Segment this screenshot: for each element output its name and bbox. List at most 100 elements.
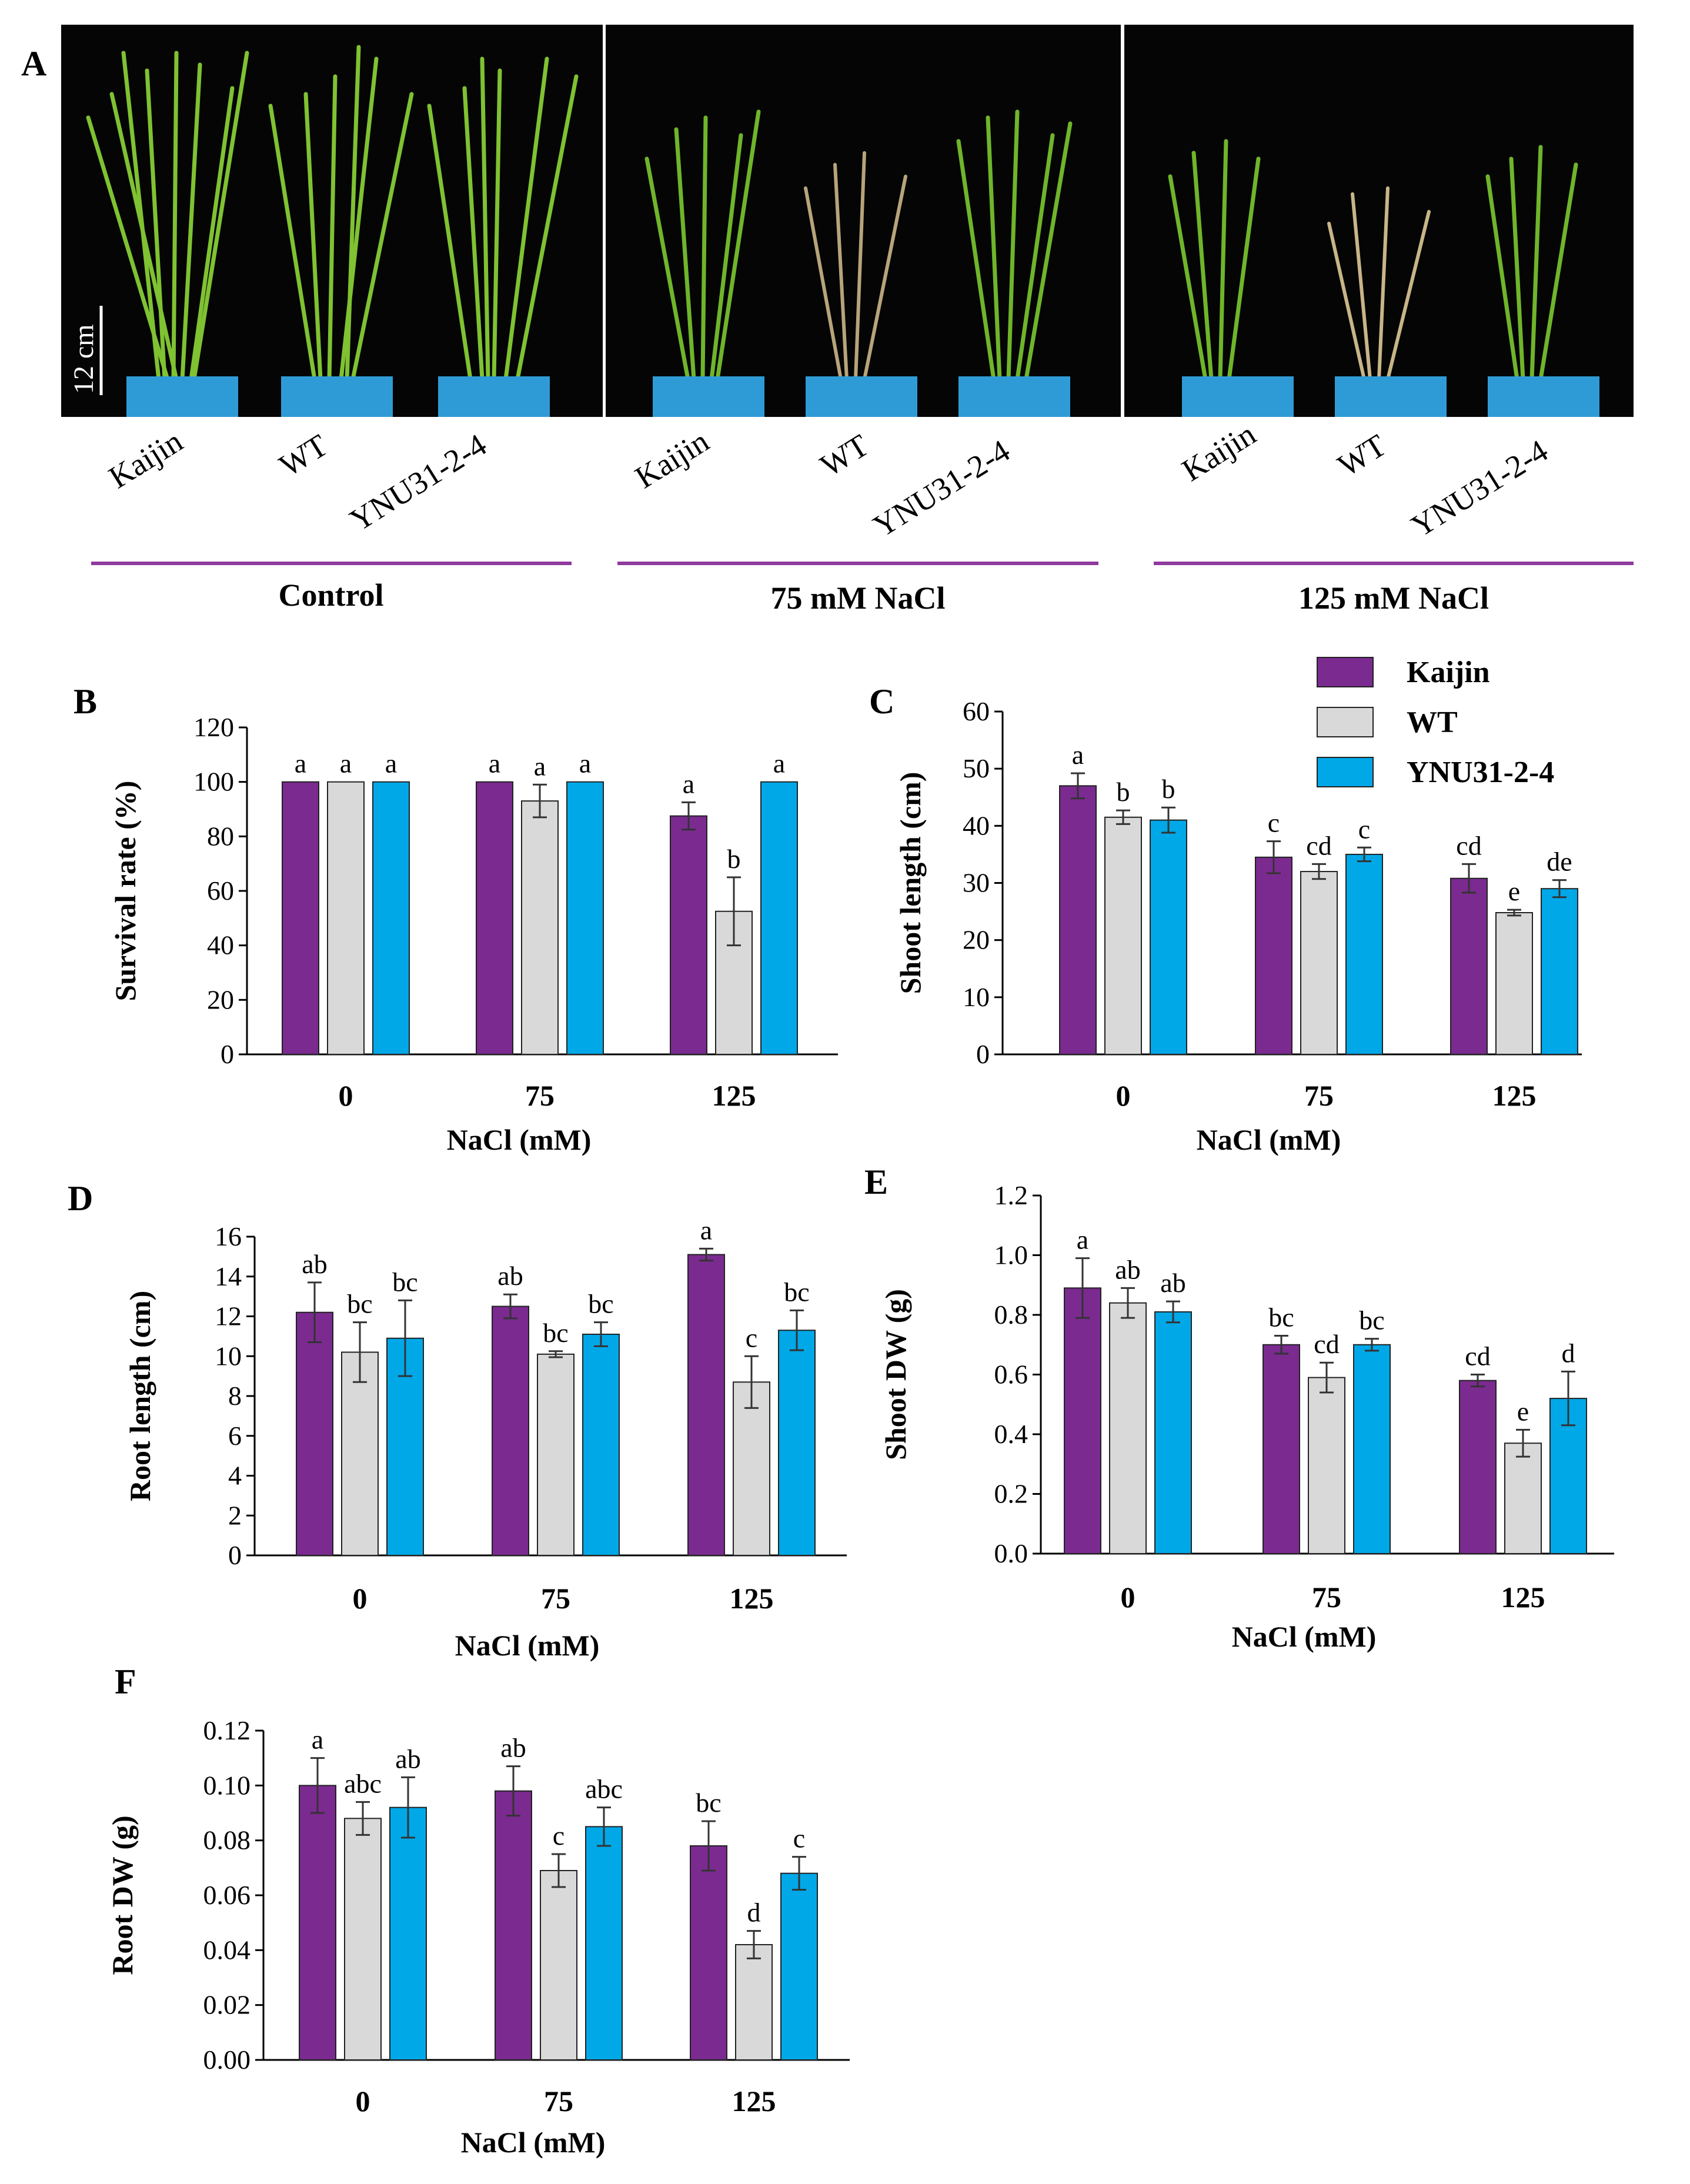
y-tick-label: 0.04 [203,1935,251,1965]
significance-letter: ab [1115,1254,1140,1284]
bar-kaijin [1263,1344,1300,1554]
significance-letter: ab [500,1733,526,1763]
legend-label-ynu: YNU31-2-4 [1407,756,1554,789]
significance-letter: ab [395,1744,420,1774]
significance-letter: a [312,1725,323,1755]
photo-label-kaijin-control: Kaijin [103,423,189,495]
y-tick-label: 8 [228,1381,242,1411]
x-category-label: 75 [525,1079,555,1112]
photo-label-wt-75mm: WT [814,428,875,483]
bar-wt [1495,912,1533,1055]
significance-letter: e [1517,1396,1529,1426]
significance-letter: a [579,749,591,779]
y-tick-label: 10 [215,1341,242,1371]
chart-shoot-length: 0 10 20 30 40 50 60 Shoot length (cm) 0 75 125 NaCl… [894,696,1582,1156]
significance-letter: cd [1456,830,1481,860]
x-axis-title: NaCl (mM) [461,2126,606,2159]
wilted-plants-125mm [1327,186,1431,381]
significance-letter: b [727,844,741,874]
chart-root-length: 0 2 4 6 8 10 12 14 16 Root length (cm) 0 75 125 NaCl … [123,1215,847,1662]
y-tick-label: 0 [228,1540,242,1570]
bar-wt [540,1870,577,2061]
bar-wt [344,1818,382,2061]
bar-wt [1300,871,1338,1055]
panel-letter-a: A [21,44,46,83]
bar-wt [735,1944,773,2061]
bar-ynu31-2-4 [1541,888,1578,1055]
y-axis-title: Root length (cm) [123,1291,156,1501]
significance-letter: c [1268,808,1280,838]
x-category-label: 75 [544,2085,573,2118]
bar-kaijin [1459,1380,1497,1554]
photo-label-ynu-control: YNU31-2-4 [344,427,493,538]
significance-letter: bc [1359,1305,1384,1335]
bar-kaijin [495,1790,532,2061]
chart-shoot-dw: 0.0 0.2 0.4 0.6 0.8 1.0 1.2 Shoot DW (g) 0 75 125 N… [879,1180,1614,1653]
y-tick-label: 1.0 [994,1240,1028,1270]
significance-letter: abc [585,1774,623,1804]
pots-125mm [1182,376,1599,417]
legend-swatch-kaijin [1317,657,1374,687]
bar-kaijin [492,1305,529,1556]
photo-label-kaijin-75mm: Kaijin [629,423,715,495]
x-category-label: 75 [1304,1079,1334,1112]
significance-letter: a [683,769,694,799]
legend-swatch-wt [1317,707,1374,737]
y-tick-label: 10 [963,982,990,1012]
photo-panel-control: 12 cm [61,25,603,417]
bar-kaijin [1064,1287,1101,1554]
bar-ynu31-2-4 [585,1826,623,2061]
y-axis-title: Shoot length (cm) [894,772,927,994]
scale-bar-label: 12 cm [68,324,99,394]
x-category-label: 125 [730,1582,774,1615]
bar-kaijin [670,815,707,1056]
significance-letter: b [1117,777,1130,807]
bar-wt [341,1351,379,1557]
bar-wt [733,1381,770,1557]
y-tick-label: 0.4 [994,1419,1028,1449]
condition-label-75mm: 75 mM NaCl [771,580,946,616]
significance-letter: a [534,751,546,781]
y-tick-label: 0 [221,1039,234,1069]
panel-letter-d: D [68,1179,93,1218]
x-category-label: 0 [1116,1079,1131,1112]
bar-wt [537,1353,575,1557]
y-tick-label: 0.8 [994,1300,1028,1330]
significance-letter: ab [497,1261,523,1291]
y-tick-label: 60 [207,876,234,906]
x-category-label: 125 [712,1079,756,1112]
y-tick-label: 0.0 [994,1538,1028,1568]
significance-letter: bc [347,1289,372,1319]
y-tick-label: 16 [215,1221,242,1251]
photo-label-wt-control: WT [273,428,334,483]
significance-letter: a [385,749,397,779]
pots-control [126,376,550,417]
significance-letter: d [1562,1338,1575,1368]
pots-75mm [653,376,1070,417]
significance-letter: cd [1314,1329,1339,1359]
y-tick-label: 12 [215,1301,242,1331]
photo-label-wt-125mm: WT [1332,428,1392,483]
bar-kaijin [282,781,319,1055]
significance-letter: d [747,1898,761,1928]
y-tick-label: 100 [193,767,234,797]
x-category-label: 0 [1121,1581,1135,1614]
bar-ynu31-2-4 [1353,1344,1391,1554]
y-tick-label: 40 [207,930,234,960]
y-tick-label: 80 [207,821,234,851]
y-tick-label: 6 [228,1421,242,1451]
bar-wt [327,781,365,1055]
legend-swatch-ynu [1317,757,1374,787]
y-tick-label: 0.12 [203,1715,251,1745]
significance-letter: bc [784,1277,809,1307]
bar-kaijin [1255,856,1292,1056]
x-category-label: 125 [1492,1079,1537,1112]
x-axis-title: NaCl (mM) [455,1629,600,1662]
significance-letter: bc [543,1318,568,1348]
y-tick-label: 14 [215,1261,242,1291]
y-tick-label: 60 [963,696,990,726]
significance-letter: b [1162,774,1175,804]
significance-letter: a [700,1215,712,1245]
y-tick-label: 0.10 [203,1770,251,1800]
